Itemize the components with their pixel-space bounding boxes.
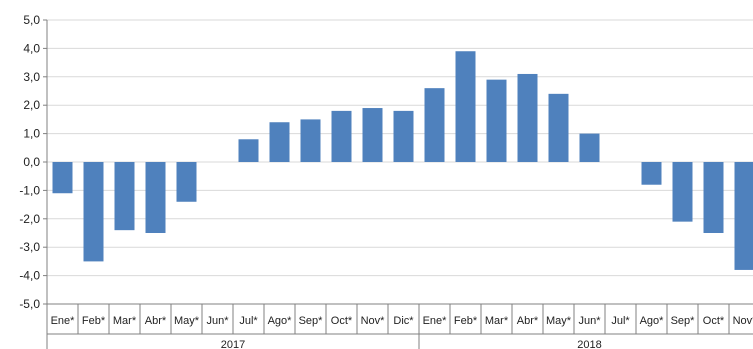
x-tick-label: Sep* [299, 315, 324, 327]
bar [579, 133, 600, 162]
bar [145, 162, 166, 233]
x-tick-label: Feb* [82, 315, 106, 327]
bar [517, 73, 538, 162]
x-tick-label: May* [546, 315, 572, 327]
bar [455, 51, 476, 162]
bar [548, 93, 569, 162]
y-tick-label: 1,0 [23, 127, 40, 141]
bar [331, 110, 352, 162]
bars [52, 51, 753, 270]
bar [238, 139, 259, 162]
bar [703, 162, 724, 233]
x-tick-label: Mar* [485, 315, 509, 327]
x-tick-label: Nov* [733, 315, 753, 327]
x-group-label: 2018 [577, 339, 601, 349]
x-tick-label: Jul* [611, 315, 630, 327]
x-tick-label: Feb* [454, 315, 478, 327]
bar [393, 110, 414, 162]
y-tick-label: 5,0 [23, 13, 40, 27]
bar [486, 79, 507, 162]
x-group-label: 2017 [221, 339, 245, 349]
x-tick-label: Abr* [145, 315, 167, 327]
bar [300, 119, 321, 162]
bar [83, 162, 104, 262]
y-tick-label: -3,0 [19, 240, 40, 254]
y-tick-label: -2,0 [19, 212, 40, 226]
x-tick-label: Dic* [393, 315, 414, 327]
y-tick-label: 2,0 [23, 98, 40, 112]
x-tick-label: Ago* [640, 315, 665, 327]
x-tick-label: Jul* [239, 315, 258, 327]
bar [424, 88, 445, 162]
bar [672, 162, 693, 222]
y-tick-label: 4,0 [23, 41, 40, 55]
x-tick-label: Ago* [268, 315, 293, 327]
x-tick-label: Mar* [113, 315, 137, 327]
x-tick-label: Nov* [361, 315, 386, 327]
x-tick-label: Jun* [206, 315, 229, 327]
x-axis-categories: Ene* Feb* Mar* Abr* May* Jun* Jul* Ago* Sep* Oct*… [51, 315, 753, 327]
bar [52, 162, 73, 194]
y-tick-label: -1,0 [19, 183, 40, 197]
x-tick-label: Ene* [423, 315, 448, 327]
y-tick-label: -5,0 [19, 297, 40, 311]
x-axis-groups: 2017 2018 [221, 339, 602, 349]
x-tick-label: Oct* [331, 315, 353, 327]
x-tick-label: Oct* [703, 315, 725, 327]
axes [43, 19, 753, 349]
bar [176, 162, 197, 202]
bar [269, 122, 290, 162]
y-tick-label: 0,0 [23, 155, 40, 169]
x-tick-label: Jun* [578, 315, 601, 327]
bar [114, 162, 135, 231]
bar [362, 108, 383, 162]
y-axis-ticks: 5,0 4,0 3,0 2,0 1,0 0,0 -1,0 -2,0 -3,0 -4,0 -5,0 [19, 13, 40, 311]
x-tick-label: May* [174, 315, 200, 327]
bar [641, 162, 662, 185]
bar [734, 162, 753, 270]
x-tick-label: Abr* [517, 315, 539, 327]
x-tick-label: Sep* [671, 315, 696, 327]
y-tick-label: -4,0 [19, 269, 40, 283]
y-tick-label: 3,0 [23, 70, 40, 84]
x-tick-label: Ene* [51, 315, 76, 327]
